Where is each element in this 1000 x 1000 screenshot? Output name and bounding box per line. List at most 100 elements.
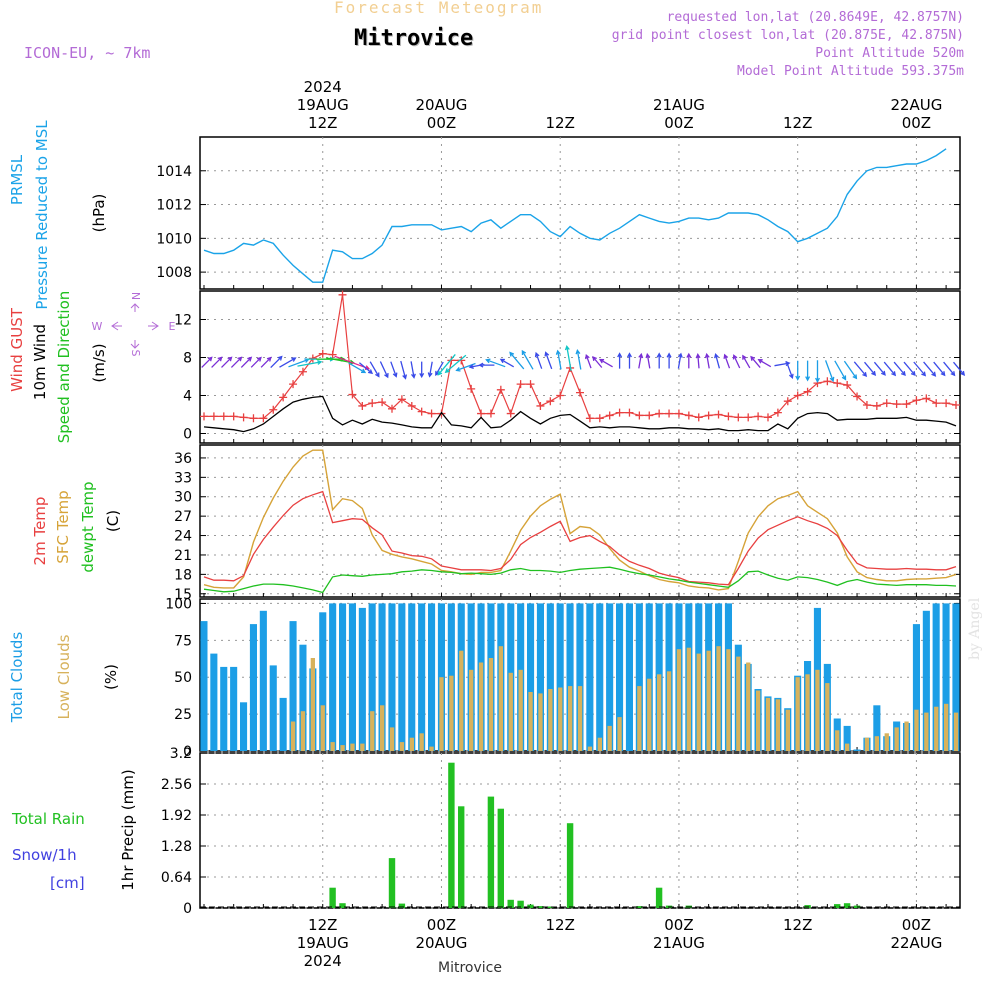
cloud-total-bar [912, 624, 920, 751]
cloud-low-bar [874, 736, 879, 751]
precip-bar [487, 796, 495, 908]
gust-point [833, 379, 842, 388]
y-tick-label: 2.56 [161, 777, 192, 793]
wind-arrow [695, 353, 701, 369]
wind-arrow [279, 357, 297, 368]
gust-point [279, 393, 288, 402]
gust-point [318, 349, 327, 358]
model-label: ICON-EU, ~ 7km [24, 44, 151, 62]
cloud-low-bar [686, 647, 691, 751]
pressure-frame [199, 136, 961, 290]
cloud-total-bar [368, 603, 376, 751]
wind-arrow [893, 361, 906, 377]
gust-point [229, 412, 238, 421]
cloud-low-bar [568, 686, 573, 751]
cloud-low-bar [924, 712, 929, 751]
wind-arrow [555, 349, 562, 370]
cloud-total-bar [210, 653, 218, 751]
wind-arrow [704, 352, 710, 369]
precip-bar [517, 900, 524, 908]
gust-point [585, 414, 594, 423]
cloud-low-bar [409, 737, 414, 751]
gust-point [239, 413, 248, 422]
y-tick-label: 4 [183, 389, 192, 405]
wind-arrow [853, 361, 868, 378]
wind-arrow [211, 356, 223, 368]
wind-arrow [843, 360, 858, 380]
gust-point [922, 394, 931, 403]
time-label-bottom: 00Z [427, 916, 456, 934]
time-label-top: 19AUG [297, 96, 349, 114]
cloud-low-bar [449, 675, 454, 751]
y-tick-label: 1.28 [161, 839, 192, 855]
cloud-low-bar [756, 690, 761, 751]
wind-arrow [923, 361, 937, 377]
time-label-bottom: 00Z [902, 916, 931, 934]
precip-bar [398, 903, 406, 908]
gust-point [397, 395, 406, 404]
temp-unit: (C) [104, 510, 122, 532]
cloud-low-bar [657, 674, 662, 751]
gust-point [427, 409, 436, 418]
wind-arrow [714, 352, 721, 369]
precip-bar [537, 906, 544, 908]
wind-arrow [815, 360, 820, 383]
gust-point [843, 381, 852, 390]
cloud-total-bar [645, 603, 653, 751]
gust-point [595, 414, 604, 423]
sfc-label: SFC Temp [54, 490, 72, 563]
wind-arrow [419, 361, 425, 379]
wind-arrow [534, 351, 543, 369]
precip-bar [566, 823, 574, 908]
time-label-bottom: 00Z [664, 916, 693, 934]
wind-arrow [913, 361, 927, 377]
wind-arrow [334, 355, 371, 370]
time-label-top: 00Z [427, 114, 456, 132]
gust-point [328, 350, 337, 359]
cloud-low-bar [894, 727, 899, 751]
time-label-top: 12Z [546, 114, 575, 132]
cloud-low-bar [478, 662, 484, 751]
gust-point [259, 414, 268, 423]
wind-arrow [297, 359, 323, 367]
cloud-low-bar [696, 653, 701, 751]
cloud-total-bar [348, 603, 356, 751]
cloud-total-bar [249, 624, 257, 751]
cloud-low-bar [350, 743, 355, 751]
cloud-total-bar [873, 705, 881, 751]
cloud-low-bar [815, 669, 820, 751]
y-tick-label: 50 [174, 670, 192, 686]
cloud-total-bar [922, 610, 930, 751]
cloud-low-bar [370, 711, 375, 751]
cloud-low-bar [785, 709, 790, 751]
cloud-low-bar [380, 705, 385, 751]
cloud-low-bar [488, 658, 494, 751]
model-altitude: Model Point Altitude 593.375m [737, 64, 964, 79]
wind-arrow [933, 361, 946, 377]
y-tick-label: 0 [183, 744, 192, 760]
wind-arrow [564, 344, 572, 371]
cloud-low-bar [587, 746, 593, 751]
gust-point [378, 398, 387, 407]
cloud-total-bar [398, 603, 406, 751]
wind-arrow [656, 352, 662, 369]
gust-point [526, 380, 535, 389]
gust-point [783, 397, 792, 406]
gust-point [773, 408, 782, 417]
time-label-bottom: 2024 [304, 952, 342, 970]
time-label-top: 22AUG [890, 96, 942, 114]
temperature-frame [199, 444, 961, 598]
cloud-total-bar [339, 603, 347, 751]
gust-point [674, 409, 683, 418]
cloud-low-bar [845, 743, 850, 751]
cloud-total-bar [220, 666, 228, 751]
cloud-total-bar [299, 644, 307, 751]
y-tick-label: 1014 [156, 164, 192, 180]
wind-arrow [666, 352, 672, 369]
wind-arrow [883, 361, 897, 377]
wind-arrow [750, 355, 761, 369]
gust-point [457, 356, 466, 365]
time-label-top: 00Z [902, 114, 931, 132]
cloud-low-bar [864, 737, 870, 751]
cloud-total-bar [279, 697, 287, 751]
